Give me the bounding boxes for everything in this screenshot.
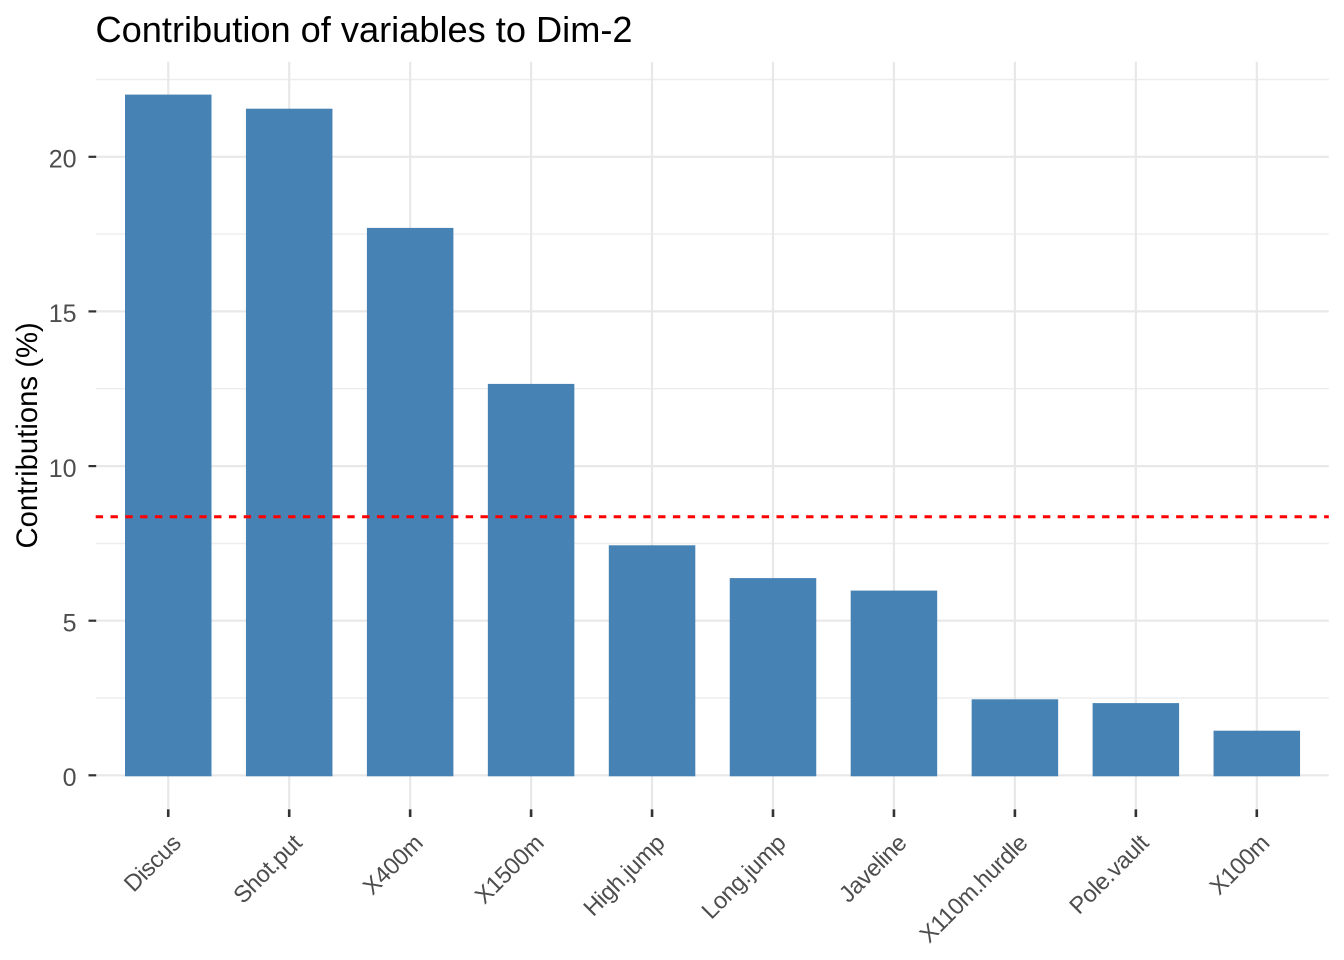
svg-text:Contribution of variables to D: Contribution of variables to Dim-2 [96, 9, 633, 50]
svg-text:0: 0 [63, 764, 77, 792]
svg-text:15: 15 [49, 300, 77, 328]
svg-text:5: 5 [63, 609, 77, 637]
svg-text:Contributions (%): Contributions (%) [11, 322, 44, 548]
svg-text:10: 10 [49, 455, 77, 483]
svg-text:20: 20 [49, 146, 77, 174]
